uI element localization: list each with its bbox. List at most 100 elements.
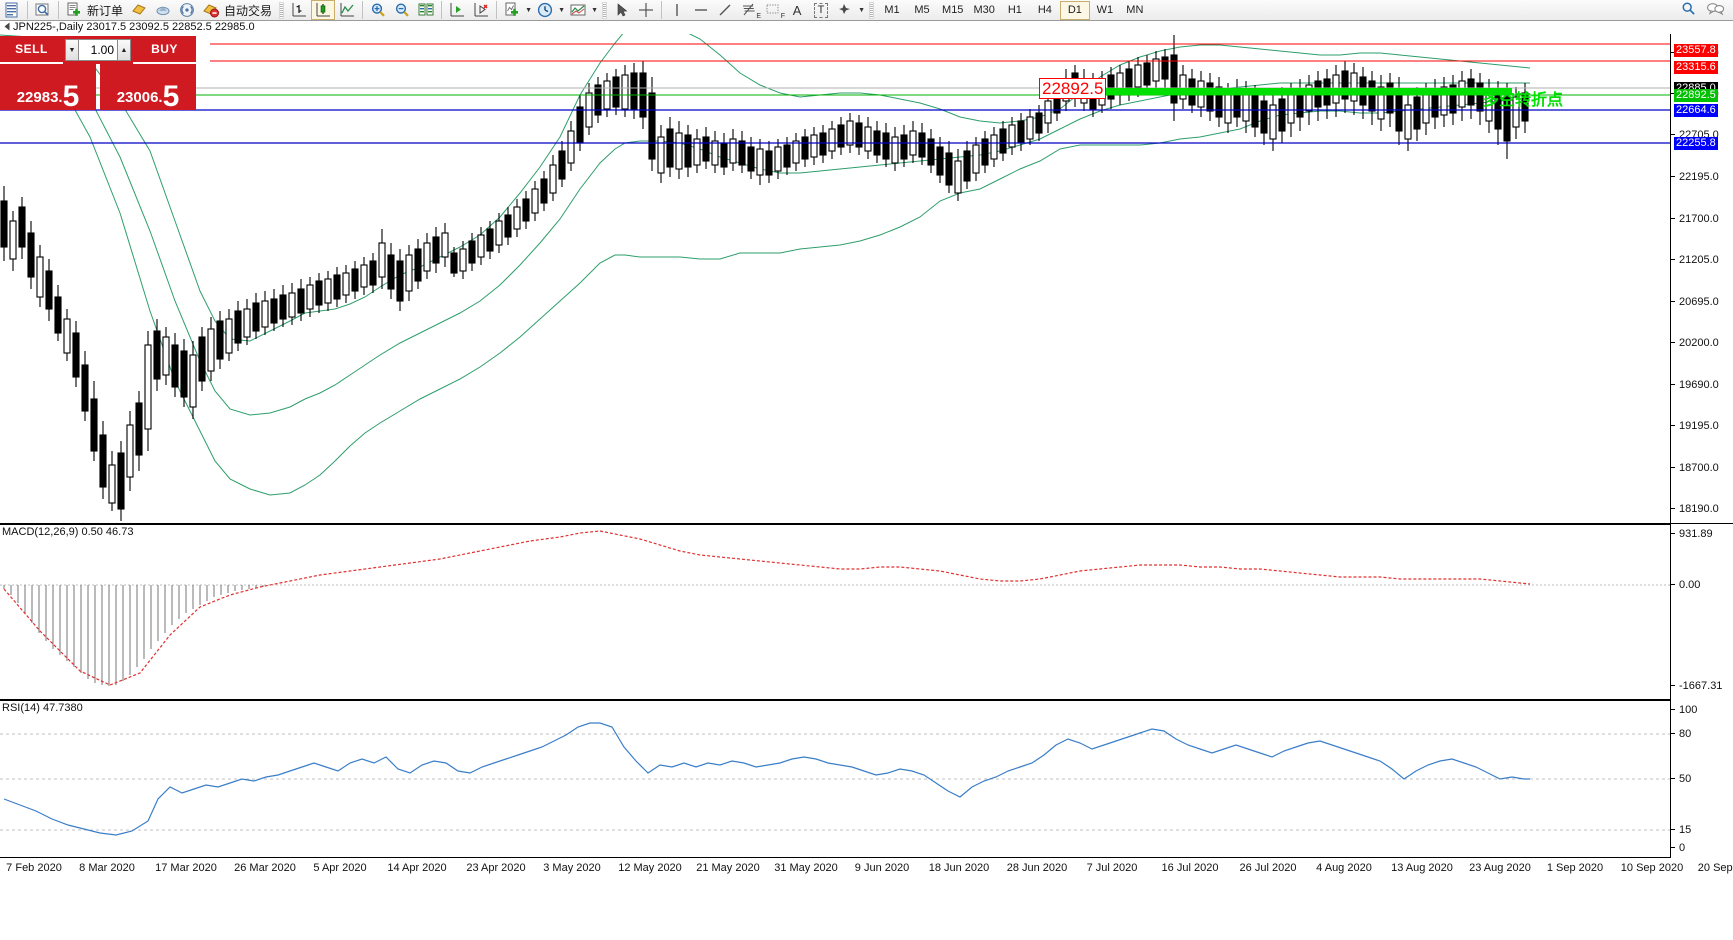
date-tick: 3 May 2020 (543, 862, 601, 874)
trade-panel-top-row: SELL ▼ 1.00 ▲ BUY (0, 36, 196, 64)
date-tick: 10 Sep 2020 (1620, 862, 1684, 874)
chart-shift-icon[interactable] (445, 0, 469, 20)
rsi-pane[interactable]: RSI(14) 47.7380 (0, 700, 1671, 858)
date-tick: 7 Feb 2020 (6, 862, 62, 874)
sell-price-fraction: 5 (62, 80, 80, 113)
collapse-arrow-icon[interactable] (4, 22, 10, 31)
cloud-icon[interactable] (151, 0, 175, 20)
date-tick: 20 Sep 2020 (1697, 862, 1733, 874)
timeframe-m15[interactable]: M15 (942, 4, 964, 16)
buy-price-display[interactable]: 23006. 5 (100, 64, 196, 113)
price-plot (0, 24, 1670, 521)
indicators-icon[interactable] (500, 0, 524, 20)
rsi-plot (0, 722, 1670, 836)
trendline-icon[interactable] (713, 0, 737, 20)
macd-indicator-label: MACD(12,26,9) 0.50 46.73 (2, 526, 137, 538)
macd-scale[interactable]: 931.89 0.00 -1667.31 (1671, 524, 1733, 700)
fibonacci-icon[interactable]: E (737, 0, 761, 20)
price-tick: 20200.0 (1671, 337, 1719, 349)
text-label-icon[interactable]: A (785, 0, 809, 20)
expert-advisor-icon[interactable] (127, 0, 151, 20)
templates-icon[interactable] (566, 0, 590, 20)
search-chart-icon[interactable] (31, 0, 55, 20)
toolbar-separator (362, 1, 364, 19)
volume-decrement-button[interactable]: ▼ (65, 39, 79, 61)
macd-tick: 0.00 (1671, 579, 1700, 591)
date-axis[interactable]: 7 Feb 2020 8 Mar 2020 17 Mar 2020 26 Mar… (0, 858, 1733, 878)
macd-pane[interactable]: MACD(12,26,9) 0.50 46.73 (0, 524, 1671, 700)
sell-price-display[interactable]: 22983. 5 (0, 64, 96, 113)
buy-price-fraction: 5 (162, 80, 180, 113)
toolbar-grip[interactable] (602, 1, 608, 19)
date-tick: 12 May 2020 (618, 862, 682, 874)
zoom-out-icon[interactable] (390, 0, 414, 20)
toolbar-separator (661, 1, 663, 19)
price-tag-support-1: 22664.6 (1674, 104, 1718, 117)
new-order-icon[interactable] (62, 0, 86, 20)
date-tick: 16 Jul 2020 (1161, 862, 1219, 874)
vertical-line-icon[interactable] (665, 0, 689, 20)
candlestick-chart-icon[interactable] (311, 0, 336, 20)
timeframe-mn[interactable]: MN (1126, 4, 1144, 16)
buy-button[interactable]: BUY (133, 36, 196, 64)
list-icon[interactable] (0, 0, 24, 20)
timeframe-m1[interactable]: M1 (884, 4, 900, 16)
crosshair-icon[interactable] (634, 0, 658, 20)
chat-icon[interactable] (1706, 1, 1725, 19)
date-tick: 4 Aug 2020 (1316, 862, 1372, 874)
toolbar-grip[interactable] (869, 1, 875, 19)
rsi-scale[interactable]: 100 80 50 15 0 (1671, 700, 1733, 858)
signal-icon[interactable] (175, 0, 199, 20)
autotrade-icon[interactable] (199, 0, 223, 20)
timeframe-h1[interactable]: H1 (1007, 4, 1022, 16)
chevron-down-icon[interactable]: ▼ (591, 6, 598, 14)
sell-price-integer: 22983 (16, 89, 59, 106)
text-object-icon[interactable]: T (809, 0, 833, 20)
period-icon[interactable] (533, 0, 557, 20)
new-order-label[interactable]: 新订单 (87, 3, 124, 18)
channel-key-label: F (780, 13, 786, 20)
timeframe-m5[interactable]: M5 (914, 4, 930, 16)
toolbar-grip[interactable] (279, 1, 285, 19)
zoom-in-icon[interactable] (366, 0, 390, 20)
price-annotation-label[interactable]: 22892.5 (1039, 78, 1107, 99)
timeframe-w1[interactable]: W1 (1096, 4, 1114, 16)
date-tick: 9 Jun 2020 (854, 862, 910, 874)
timeframe-m30[interactable]: M30 (973, 4, 995, 16)
date-tick: 8 Mar 2020 (79, 862, 135, 874)
rsi-line (3, 722, 1530, 836)
timeframe-h4[interactable]: H4 (1037, 4, 1052, 16)
chart-title-bar: JPN225-,Daily 23017.5 23092.5 22852.5 22… (0, 21, 1671, 34)
date-tick: 18 Jun 2020 (928, 862, 990, 874)
shapes-icon[interactable] (833, 0, 857, 20)
volume-increment-button[interactable]: ▲ (117, 39, 131, 61)
price-pane[interactable]: 22892.5 多空转折点 (0, 21, 1671, 524)
sell-button[interactable]: SELL (0, 36, 63, 64)
tile-windows-icon[interactable] (414, 0, 438, 20)
volume-input[interactable]: 1.00 (79, 39, 117, 61)
price-tick: 21205.0 (1671, 254, 1719, 266)
candlestick-series (0, 35, 1529, 521)
rsi-indicator-label: RSI(14) 47.7380 (2, 702, 86, 714)
chevron-down-icon[interactable]: ▼ (858, 6, 865, 14)
date-tick: 14 Apr 2020 (387, 862, 447, 874)
chevron-down-icon[interactable]: ▼ (525, 6, 532, 14)
text-label-glyph: A (792, 2, 802, 18)
timeframe-d1[interactable]: D1 (1059, 0, 1090, 20)
bar-chart-icon[interactable] (287, 0, 311, 20)
volume-stepper[interactable]: ▼ 1.00 ▲ (63, 36, 133, 64)
chart-area[interactable]: JPN225-,Daily 23017.5 23092.5 22852.5 22… (0, 21, 1733, 940)
cursor-icon[interactable] (610, 0, 634, 20)
chevron-down-icon[interactable]: ▼ (558, 6, 565, 14)
autotrade-label[interactable]: 自动交易 (224, 3, 273, 18)
date-tick: 21 May 2020 (696, 862, 760, 874)
price-tag-pivot: 22892.5 (1674, 89, 1718, 102)
line-chart-icon[interactable] (335, 0, 359, 20)
channel-icon[interactable]: F (761, 0, 785, 20)
search-icon[interactable] (1681, 1, 1696, 19)
one-click-trading-panel[interactable]: SELL ▼ 1.00 ▲ BUY 22983. 5 23006. 5 (0, 36, 196, 113)
horizontal-line-icon[interactable] (689, 0, 713, 20)
date-tick: 26 Mar 2020 (234, 862, 296, 874)
auto-scroll-icon[interactable] (469, 0, 493, 20)
